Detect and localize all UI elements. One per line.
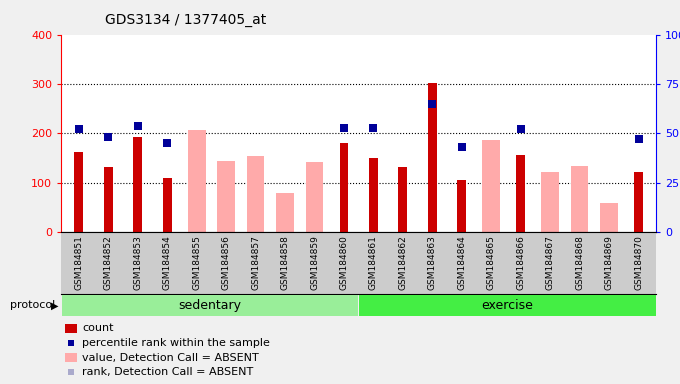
Bar [133, 137, 142, 232]
Text: GSM184859: GSM184859 [310, 235, 319, 290]
Text: percentile rank within the sample: percentile rank within the sample [82, 338, 270, 348]
Bar [188, 130, 205, 232]
Text: GSM184856: GSM184856 [222, 235, 231, 290]
Bar [541, 172, 559, 232]
Bar [276, 193, 294, 232]
Text: ▶: ▶ [50, 300, 58, 310]
Text: GSM184865: GSM184865 [487, 235, 496, 290]
Text: GSM184858: GSM184858 [281, 235, 290, 290]
Text: GSM184868: GSM184868 [575, 235, 584, 290]
Text: rank, Detection Call = ABSENT: rank, Detection Call = ABSENT [82, 367, 254, 377]
Text: count: count [82, 323, 114, 333]
Bar [571, 166, 588, 232]
Bar [359, 295, 656, 316]
Bar [104, 167, 113, 232]
Bar [218, 161, 235, 232]
Bar [62, 295, 358, 316]
Bar [247, 156, 265, 232]
Text: GSM184855: GSM184855 [192, 235, 201, 290]
Bar [369, 158, 378, 232]
Text: GSM184869: GSM184869 [605, 235, 613, 290]
Text: GSM184866: GSM184866 [516, 235, 525, 290]
Bar [458, 180, 466, 232]
Text: GSM184863: GSM184863 [428, 235, 437, 290]
Bar [428, 83, 437, 232]
Text: GSM184851: GSM184851 [74, 235, 84, 290]
Bar [516, 155, 525, 232]
Text: GSM184854: GSM184854 [163, 235, 172, 290]
Text: GSM184864: GSM184864 [457, 235, 466, 290]
Text: GSM184853: GSM184853 [133, 235, 142, 290]
Text: GDS3134 / 1377405_at: GDS3134 / 1377405_at [105, 13, 267, 27]
Bar [74, 152, 83, 232]
Text: GSM184867: GSM184867 [545, 235, 555, 290]
Bar [306, 162, 324, 232]
Bar [634, 172, 643, 232]
Text: GSM184862: GSM184862 [398, 235, 407, 290]
Bar [339, 143, 348, 232]
Text: GSM184870: GSM184870 [634, 235, 643, 290]
Text: protocol: protocol [10, 300, 56, 310]
Text: exercise: exercise [481, 299, 533, 312]
Bar [482, 140, 500, 232]
Bar [398, 167, 407, 232]
Bar [163, 178, 171, 232]
Text: GSM184861: GSM184861 [369, 235, 378, 290]
Text: GSM184852: GSM184852 [104, 235, 113, 290]
Text: GSM184857: GSM184857 [251, 235, 260, 290]
Bar [600, 203, 618, 232]
Text: GSM184860: GSM184860 [339, 235, 348, 290]
Text: sedentary: sedentary [178, 299, 241, 312]
Text: value, Detection Call = ABSENT: value, Detection Call = ABSENT [82, 353, 259, 362]
